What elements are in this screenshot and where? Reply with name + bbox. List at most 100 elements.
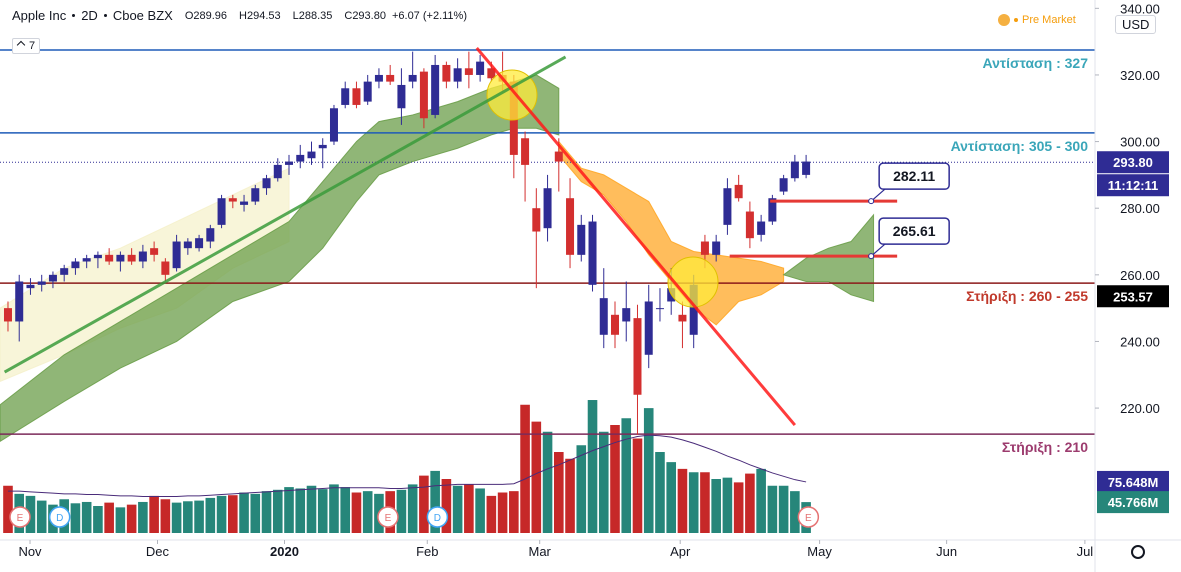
candle-body [442, 64, 451, 82]
candle-body [655, 308, 664, 310]
volume-tag-label: 45.766M [1108, 495, 1159, 510]
candle-body [363, 81, 372, 102]
y-tick-label: 220.00 [1120, 401, 1160, 416]
open: O289.96 [184, 9, 228, 22]
callout-label: 282.11 [893, 168, 935, 184]
volume-ma [7, 434, 807, 498]
price-tag [1097, 285, 1169, 308]
volume-bar [520, 404, 530, 533]
event-label: E [17, 513, 24, 524]
axes: 220.00 240.00 260.00 280.00 300.00 320.00 340.… [18, 1, 1169, 559]
volume-bar [790, 491, 800, 533]
level-label: Στήριξη : 210 [1002, 439, 1088, 455]
candle-body [329, 108, 338, 142]
volume-bar [70, 503, 81, 533]
volume-bar [632, 438, 643, 533]
candle-body [689, 284, 698, 335]
callout-anchor [868, 198, 875, 205]
cloud [782, 213, 875, 303]
candle-body [734, 184, 743, 199]
y-tick-label: 320.00 [1120, 68, 1160, 83]
volume-bar [643, 408, 654, 533]
candle-body [116, 254, 125, 262]
event-marker [797, 506, 820, 528]
candle-body [453, 68, 462, 82]
y-tick-label: 260.00 [1120, 268, 1160, 283]
volume-bar [126, 504, 137, 533]
candle-body [217, 198, 226, 225]
candle-body [431, 64, 440, 115]
x-tick-label: Mar [528, 544, 551, 559]
candle-body [588, 221, 597, 285]
x-tick-label: Jul [1077, 544, 1094, 559]
volume-bar [171, 502, 182, 533]
x-tick-label: 2020 [270, 544, 299, 559]
volume-bar [81, 501, 92, 533]
high: H294.53 [239, 9, 281, 22]
candle-body [273, 164, 282, 179]
candle-body [195, 238, 204, 249]
currency[interactable]: USD [1115, 15, 1157, 34]
volume-bar [407, 484, 418, 533]
volume-bar [531, 421, 542, 533]
callout-box [878, 162, 950, 190]
candle-body [48, 274, 57, 282]
volume-bar [430, 470, 440, 533]
level-label: Στήριξη : 260 - 255 [966, 288, 1088, 304]
candle-body [521, 138, 530, 165]
candle-body [93, 254, 102, 259]
volume-bar [700, 472, 710, 533]
candle-body [60, 268, 69, 275]
volume-bar [93, 506, 103, 533]
candle-body [352, 88, 361, 105]
x-tick-label: Dec [146, 544, 170, 559]
candle-body [206, 228, 215, 242]
highlight [667, 256, 719, 308]
candle-body [172, 241, 181, 269]
volume-bar [362, 491, 373, 533]
candle-body [150, 248, 159, 255]
event-label: E [385, 513, 392, 524]
candle-body [161, 261, 170, 275]
event-marker [426, 506, 449, 528]
x-tick-label: Jun [936, 544, 957, 559]
indicators-toggle[interactable]: 7 [12, 38, 41, 54]
event-marker [48, 506, 71, 528]
x-tick-label: Feb [416, 544, 438, 559]
candle-body [37, 281, 46, 285]
candle-body [105, 254, 114, 262]
candle-body [599, 298, 608, 335]
volume-tag [1097, 470, 1169, 493]
candle-body [228, 198, 237, 202]
candle-body [251, 188, 260, 202]
volume-bar [160, 499, 171, 533]
settings-icon[interactable] [1131, 545, 1145, 559]
candle-body [790, 161, 799, 179]
candle-body [577, 224, 586, 255]
trendline [475, 47, 797, 427]
candle-body [26, 284, 35, 289]
candle-body [138, 251, 147, 262]
volume-bar [464, 484, 474, 533]
volume-bar [306, 485, 317, 533]
candle-body [644, 301, 653, 355]
volume-bar [621, 418, 632, 533]
volume-bar [486, 495, 497, 533]
session-status[interactable]: Pre Market [998, 14, 1076, 26]
trendline [3, 55, 567, 374]
volume-bar [317, 489, 328, 533]
candle-body [712, 241, 721, 255]
volume-bar [722, 477, 733, 533]
volume-bar [149, 495, 159, 533]
candle-body [745, 211, 754, 239]
x-tick-label: May [807, 544, 832, 559]
level-label: Αντίσταση : 327 [983, 55, 1089, 71]
volume-bar [138, 501, 148, 533]
volume-bar [205, 497, 216, 533]
volume-bar [3, 485, 13, 533]
candle-body [307, 151, 316, 159]
volume-bar [475, 488, 485, 533]
countdown-tag [1097, 174, 1169, 197]
event-label: D [434, 513, 441, 524]
